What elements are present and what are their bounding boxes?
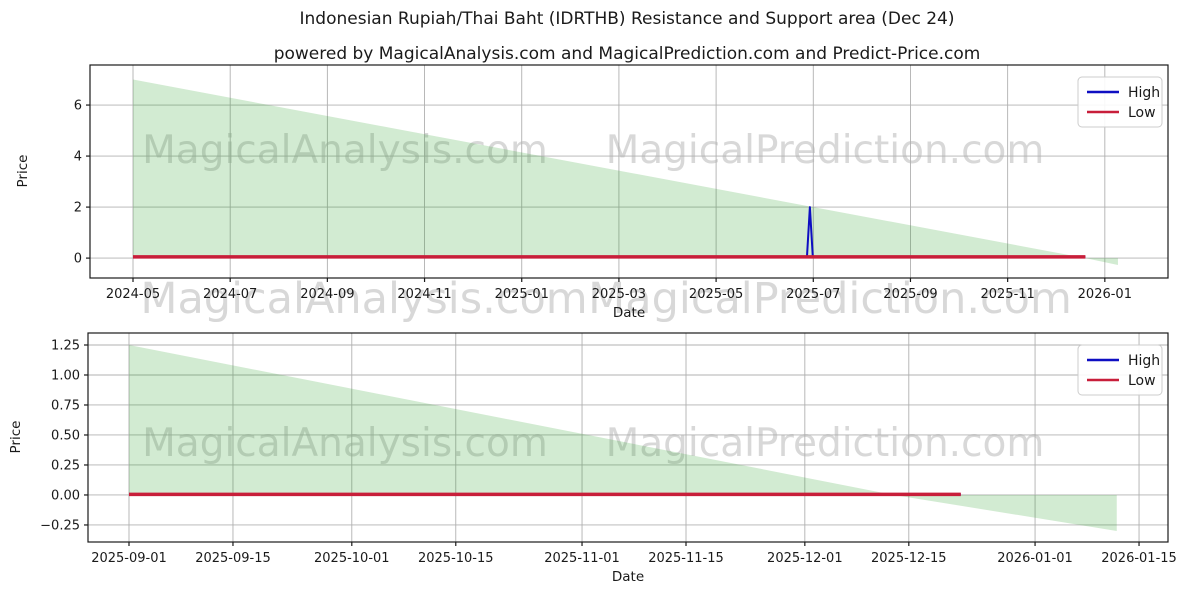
y-tick-label: 2 [74,201,82,216]
watermark-layer: MagicalAnalysis.comMagicalPrediction.com… [140,128,1072,466]
x-tick-label: 2025-09-15 [195,551,271,566]
watermark-text: MagicalPrediction.com [606,128,1045,173]
y-tick-label: 6 [74,99,82,114]
y-tick-label: 4 [74,150,82,165]
figure-title: Indonesian Rupiah/Thai Baht (IDRTHB) Res… [300,9,955,29]
y-tick-label: 0.75 [51,398,80,413]
x-tick-label: 2024-05 [106,287,160,302]
x-tick-label: 2026-01-15 [1101,551,1177,566]
watermark-text: MagicalAnalysis.com [140,274,587,324]
price-chart-top: 2024-05 2024-07 2024-09 2024-11 2025-01 2025-… [74,64,1169,302]
x-tick-label: 2025-01 [495,287,549,302]
watermark-text: MagicalPrediction.com [606,421,1045,466]
x-tick-label: 2025-10-01 [314,551,390,566]
watermark-text: MagicalPrediction.com [588,274,1072,324]
legend-high-label: High [1128,85,1160,101]
y-tick-label: −0.25 [40,518,80,533]
plot-border [89,64,1169,279]
x-axis-label-top: Date [613,305,645,321]
x-tick-label: 2025-09 [883,287,937,302]
y-tick-label: 1.25 [51,338,80,353]
x-tick-label: 2025-11 [980,287,1034,302]
y-tick-label: 1.00 [51,368,80,383]
legend-box [1077,344,1163,396]
x-axis-label-bottom: Date [612,569,644,585]
watermark-text: MagicalAnalysis.com [142,128,548,173]
legend-box [1077,76,1163,128]
x-tick-label: 2025-10-15 [418,551,494,566]
x-tick-label: 2024-11 [397,287,451,302]
x-tick-label: 2025-11-01 [544,551,620,566]
y-tick-label: 0.50 [51,428,80,443]
legend-high-label: High [1128,353,1160,369]
x-tick-label: 2025-07 [786,287,840,302]
x-tick-label: 2025-09-01 [91,551,167,566]
x-tick-label: 2025-12-15 [871,551,947,566]
x-tick-label: 2024-09 [300,287,354,302]
y-axis-label-top: Price [15,155,31,188]
legend-low-label: Low [1128,105,1156,121]
watermark-text: MagicalAnalysis.com [142,421,548,466]
plot-border [87,332,1169,543]
x-tick-label: 2025-03 [592,287,646,302]
y-tick-label: 0.00 [51,488,80,503]
x-tick-label: 2026-01-01 [997,551,1073,566]
legend-low-label: Low [1128,373,1156,389]
legend: High Low [1077,76,1163,128]
x-tick-label: 2025-11-15 [648,551,724,566]
x-tick-label: 2025-12-01 [767,551,843,566]
support-resistance-area [128,344,1117,531]
support-resistance-area [133,79,1118,265]
y-tick-label: 0.25 [51,458,80,473]
legend: High Low [1077,344,1163,396]
x-tick-label: 2025-05 [689,287,743,302]
figure-subtitle: powered by MagicalAnalysis.com and Magic… [274,44,981,64]
price-chart-bottom: 2025-09-01 2025-09-15 2025-10-01 2025-10-15… [40,332,1177,566]
y-tick-label: 0 [74,252,82,267]
y-axis-label-bottom: Price [8,421,24,454]
x-tick-label: 2024-07 [203,287,257,302]
x-tick-label: 2026-01 [1078,287,1132,302]
